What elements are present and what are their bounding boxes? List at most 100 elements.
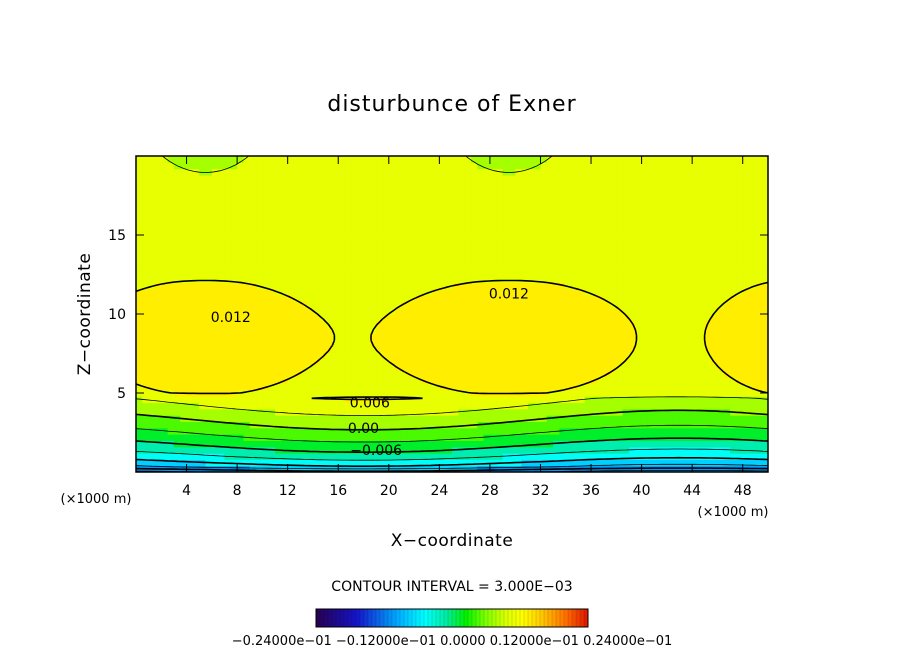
heatmap-cell — [591, 282, 598, 290]
heatmap-cell — [256, 168, 263, 176]
heatmap-cell — [578, 440, 586, 448]
heatmap-cell — [755, 332, 763, 340]
heatmap-cell — [268, 339, 276, 347]
heatmap-cell — [654, 212, 662, 220]
heatmap-cell — [635, 212, 643, 220]
heatmap-cell — [173, 174, 181, 182]
heatmap-cell — [382, 206, 390, 214]
heatmap-cell — [761, 276, 768, 283]
heatmap-cell — [154, 377, 162, 385]
heatmap-cell — [635, 301, 643, 309]
heatmap-cell — [515, 282, 523, 290]
heatmap-cell — [262, 257, 270, 265]
heatmap-cell — [357, 389, 365, 397]
heatmap-cell — [148, 200, 156, 208]
heatmap-cell — [565, 446, 573, 454]
heatmap-cell — [262, 377, 270, 385]
heatmap-cell — [439, 219, 447, 227]
heatmap-cell — [641, 231, 649, 239]
heatmap-cell — [515, 219, 523, 227]
heatmap-cell — [540, 332, 548, 340]
heatmap-cell — [243, 231, 251, 239]
heatmap-cell — [268, 269, 276, 277]
heatmap-cell — [243, 295, 251, 302]
heatmap-cell — [243, 200, 251, 208]
heatmap-cell — [527, 257, 535, 265]
heatmap-cell — [205, 351, 213, 359]
heatmap-cell — [742, 402, 750, 410]
heatmap-cell — [483, 282, 491, 290]
heatmap-cell — [496, 156, 504, 163]
heatmap-cell — [483, 415, 491, 423]
heatmap-cell — [704, 200, 712, 208]
heatmap-cell — [376, 181, 384, 189]
heatmap-cell — [401, 364, 409, 372]
heatmap-cell — [597, 181, 605, 189]
heatmap-cell — [414, 389, 421, 397]
heatmap-cell — [256, 402, 263, 410]
heatmap-cell — [603, 244, 611, 252]
heatmap-cell — [477, 301, 485, 309]
heatmap-cell — [376, 276, 384, 283]
heatmap-cell — [622, 219, 630, 227]
heatmap-cell — [464, 364, 472, 372]
heatmap-cell — [401, 200, 409, 208]
heatmap-cell — [553, 276, 561, 283]
heatmap-cell — [527, 459, 535, 467]
heatmap-cell — [628, 446, 636, 454]
heatmap-cell — [243, 244, 251, 252]
heatmap-cell — [578, 187, 586, 195]
heatmap-cell — [464, 377, 472, 385]
heatmap-cell — [660, 332, 668, 340]
heatmap-cell — [445, 383, 453, 391]
heatmap-cell — [224, 295, 232, 302]
heatmap-cell — [142, 282, 150, 290]
heatmap-cell — [515, 307, 523, 315]
heatmap-cell — [407, 219, 415, 227]
heatmap-cell — [755, 200, 763, 208]
heatmap-cell — [161, 276, 169, 283]
heatmap-cell — [407, 181, 415, 189]
heatmap-cell — [148, 156, 156, 163]
heatmap-cell — [154, 200, 162, 208]
heatmap-cell — [369, 459, 377, 467]
heatmap-cell — [515, 269, 523, 277]
heatmap-cell — [654, 187, 662, 195]
heatmap-cell — [294, 415, 301, 423]
heatmap-cell — [717, 377, 725, 385]
heatmap-cell — [610, 295, 617, 302]
heatmap-cell — [635, 200, 643, 208]
heatmap-cell — [603, 377, 611, 385]
heatmap-cell — [357, 200, 365, 208]
heatmap-cell — [211, 212, 219, 220]
heatmap-cell — [331, 250, 339, 258]
heatmap-cell — [167, 351, 175, 359]
heatmap-cell — [331, 370, 339, 378]
heatmap-cell — [142, 339, 150, 347]
heatmap-cell — [749, 193, 756, 201]
heatmap-cell — [559, 181, 567, 189]
heatmap-cell — [610, 276, 617, 283]
heatmap-cell — [527, 250, 535, 258]
heatmap-cell — [439, 200, 447, 208]
heatmap-cell — [641, 364, 649, 372]
heatmap-cell — [660, 301, 668, 309]
heatmap-cell — [173, 206, 181, 214]
heatmap-cell — [711, 332, 719, 340]
heatmap-cell — [357, 453, 365, 460]
heatmap-cell — [369, 339, 377, 347]
heatmap-cell — [584, 320, 592, 328]
heatmap-cell — [578, 162, 586, 170]
heatmap-cell — [300, 244, 308, 252]
heatmap-cell — [186, 446, 194, 454]
heatmap-cell — [237, 402, 245, 410]
heatmap-cell — [414, 181, 421, 189]
heatmap-cell — [414, 453, 421, 460]
heatmap-cell — [445, 320, 453, 328]
heatmap-cell — [237, 174, 245, 182]
heatmap-cell — [357, 212, 365, 220]
heatmap-cell — [489, 174, 497, 182]
heatmap-cell — [199, 351, 207, 359]
heatmap-cell — [546, 421, 554, 429]
heatmap-cell — [553, 250, 561, 258]
